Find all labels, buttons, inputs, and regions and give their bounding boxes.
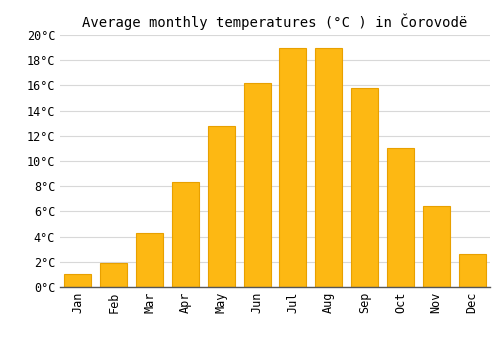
- Bar: [458, 254, 485, 287]
- Bar: [351, 88, 378, 287]
- Bar: [64, 274, 92, 287]
- Bar: [136, 233, 163, 287]
- Title: Average monthly temperatures (°C ) in Čorovodë: Average monthly temperatures (°C ) in Čo…: [82, 13, 468, 30]
- Bar: [387, 148, 414, 287]
- Bar: [280, 48, 306, 287]
- Bar: [316, 48, 342, 287]
- Bar: [100, 263, 127, 287]
- Bar: [208, 126, 234, 287]
- Bar: [244, 83, 270, 287]
- Bar: [423, 206, 450, 287]
- Bar: [172, 182, 199, 287]
